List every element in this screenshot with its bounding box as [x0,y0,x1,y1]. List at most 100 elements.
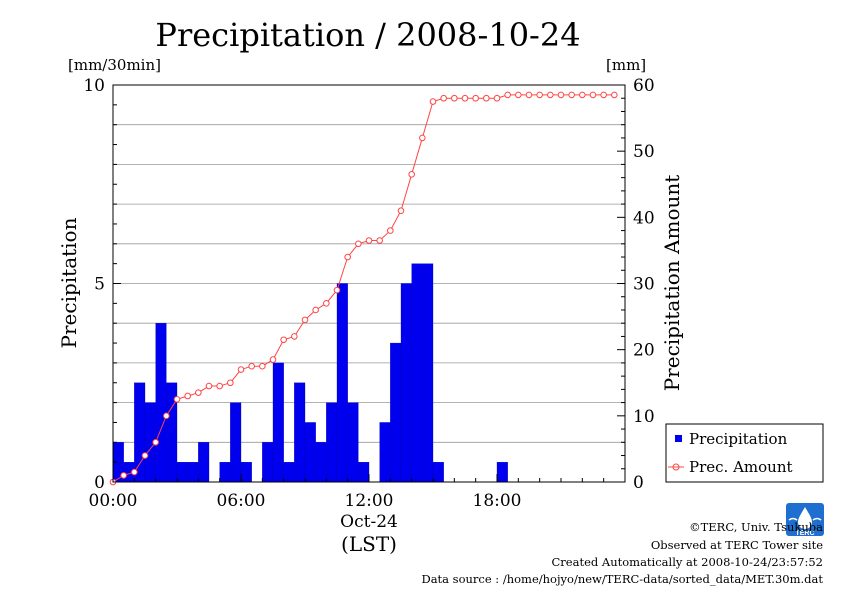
precipitation-amount-point [195,389,202,396]
precipitation-bars [112,263,508,483]
x-axis-tick-label: 06:00 [217,491,266,511]
precipitation-amount-point [493,94,501,102]
precipitation-amount-point [205,382,213,390]
precipitation-amount-point [387,227,394,234]
precipitation-amount-point [333,286,341,294]
precipitation-bar [155,323,167,483]
precipitation-bar [272,362,284,483]
x-axis-tick-label: 12:00 [345,491,394,511]
legend-amount-marker [672,463,680,471]
gridlines [113,124,625,443]
precipitation-bar [187,461,199,483]
precipitation-amount-point [237,366,245,373]
precipitation-bar [390,342,402,483]
legend-amount-label: Prec. Amount [689,458,793,476]
chart-title: Precipitation / 2008-10-24 [155,16,580,54]
x-axis-date-label: Oct-24 [340,512,398,532]
precipitation-amount-point [280,336,287,344]
legend-box [665,423,824,483]
precipitation-amount-point [365,237,373,244]
precipitation-amount-point [259,362,266,370]
precipitation-amount-point [131,468,138,476]
precipitation-amount-point [173,395,181,403]
precipitation-amount-point [472,94,479,102]
precipitation-amount-point [483,94,490,102]
precipitation-amount-point [152,439,159,446]
precipitation-amount-point [461,94,469,102]
legend: Precipitation Prec. Amount [665,423,824,483]
precipitation-amount-point [611,91,618,99]
precipitation-bar [230,402,242,483]
precipitation-bar [176,461,188,483]
precipitation-amount-point [536,91,543,99]
precipitation-bar [422,263,434,483]
right-axis-unit: [mm] [606,56,646,74]
precipitation-amount-point [141,452,149,459]
y-axis-title: Precipitation [57,217,81,348]
right-axis-tick-label: 20 [633,341,655,361]
precipitation-amount-point [248,362,255,370]
precipitation-amount-point [579,91,586,99]
precipitation-bar [432,461,444,483]
precipitation-amount-point [429,98,437,105]
left-axis-unit: [mm/30min] [68,56,161,74]
precipitation-bar [262,442,274,483]
precipitation-amount-point [344,253,351,261]
right-y-axis-title: Precipitation Amount [660,175,684,392]
precipitation-bar [496,461,508,483]
precipitation-amount-point [557,91,565,99]
right-axis-tick-label: 30 [633,275,655,295]
left-axis-tick-label: 0 [94,473,105,493]
precipitation-bar [358,461,370,483]
copyright-text: ©TERC, Univ. Tsukuba [689,520,823,534]
precipitation-bar [400,283,412,483]
precipitation-bar [347,402,359,483]
precipitation-amount-point [227,379,234,387]
precipitation-bar [411,263,423,483]
legend-precipitation-label: Precipitation [689,430,788,448]
precipitation-bar [315,442,327,483]
precipitation-bar [379,422,391,483]
precipitation-amount-line [109,91,618,486]
terc-logo-text: TERC [795,530,814,537]
precipitation-bar [240,461,252,483]
precipitation-amount-point [568,91,575,99]
precipitation-bar [294,382,306,483]
x-axis-tick-label: 18:00 [473,491,522,511]
precipitation-amount-point [440,94,447,102]
right-axis-tick-label: 10 [633,407,655,427]
wave-icon [788,517,822,521]
precipitation-amount-point [323,300,330,307]
right-axis-tick-label: 50 [633,142,655,162]
precipitation-amount-series-line [112,94,615,483]
precipitation-amount-point [301,316,309,324]
precipitation-bar [134,382,146,483]
right-axis-tick-label: 0 [633,473,644,493]
precipitation-amount-point [269,356,277,363]
precipitation-bar [336,283,348,483]
precipitation-amount-point [312,306,319,314]
data-source-text: Data source : /home/hojyo/new/TERC-data/… [421,572,823,586]
left-axis-tick-label: 5 [94,275,105,295]
precipitation-amount-point [355,240,362,248]
precipitation-amount-point [504,91,511,99]
precipitation-amount-point [451,94,458,102]
precipitation-amount-point [515,91,522,99]
precipitation-amount-point [408,171,415,178]
x-axis-title: (LST) [341,532,397,556]
terc-logo: TERC [786,503,824,537]
right-axis-tick-label: 60 [633,76,655,96]
observation-site-text: Observed at TERC Tower site [651,538,823,552]
right-axis-tick-label: 40 [633,208,655,228]
precipitation-bar [198,442,210,483]
precipitation-amount-point [589,91,597,99]
precipitation-amount-point [120,472,127,479]
precipitation-amount-point [525,91,533,99]
precipitation-amount-point [397,207,405,215]
left-axis-tick-label: 10 [83,76,105,96]
precipitation-amount-point [547,91,554,99]
precipitation-amount-point [184,392,191,400]
precipitation-bar [326,402,338,483]
precipitation-bar [219,461,231,483]
